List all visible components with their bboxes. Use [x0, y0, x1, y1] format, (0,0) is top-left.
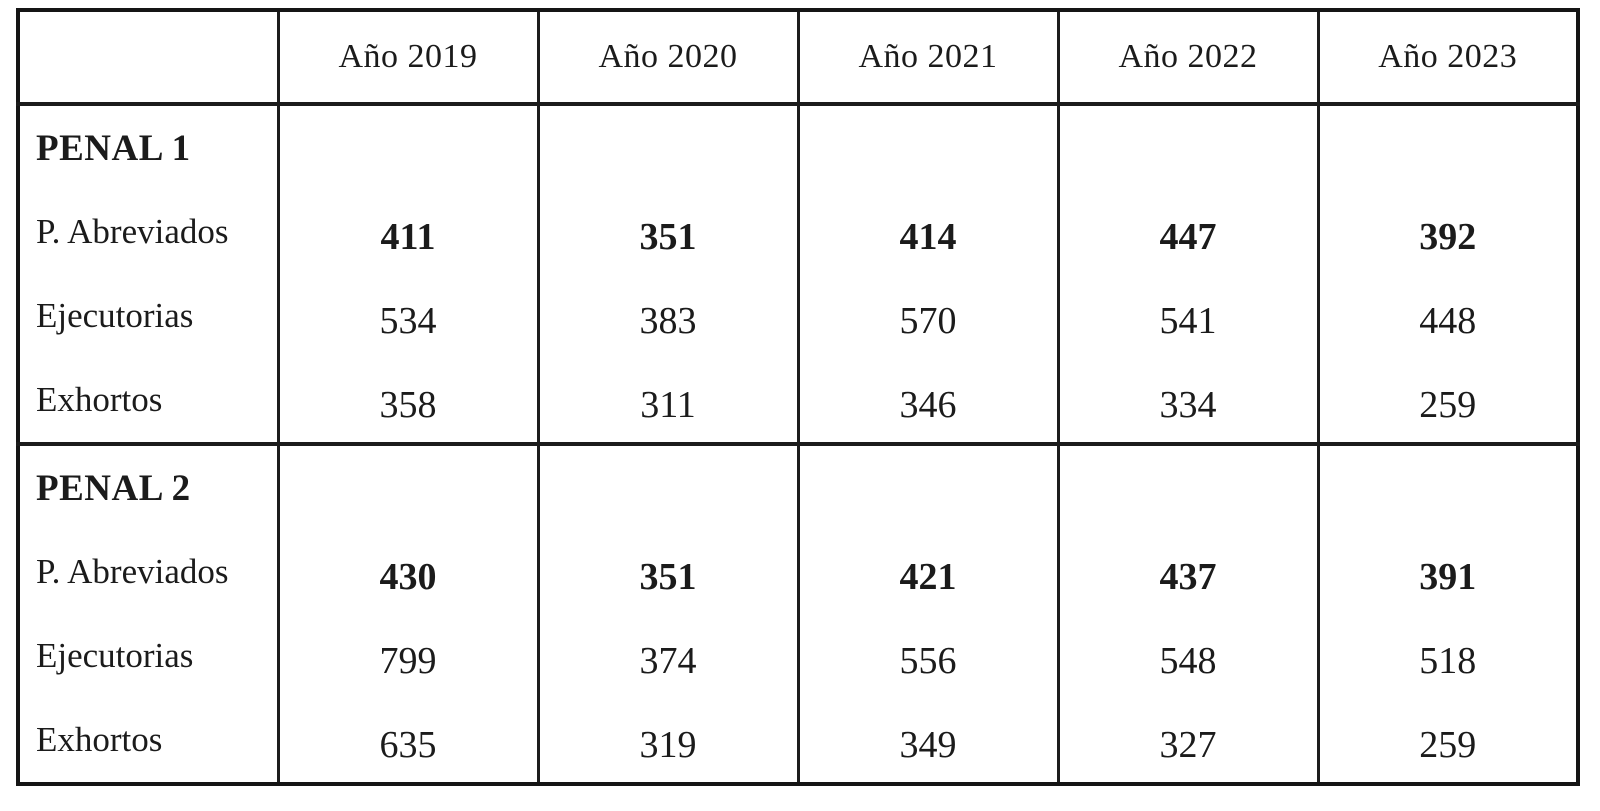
- penal-1-section-row: PENAL 1 P. Abreviados Ejecutorias Exhort…: [16, 102, 1580, 446]
- empty-line: [540, 106, 797, 190]
- value-exhortos-2019: 358: [379, 384, 437, 426]
- value-abreviados-2023: 392: [1419, 216, 1477, 258]
- value-ejecutorias-2022: 541: [1159, 300, 1217, 342]
- penal-1-label-cell: PENAL 1 P. Abreviados Ejecutorias Exhort…: [16, 102, 280, 446]
- empty-line: [1060, 106, 1317, 190]
- penal-1-data-2022: 447 541 334: [1056, 102, 1320, 446]
- table-header-row: Año 2019 Año 2020 Año 2021 Año 2022 Año …: [16, 8, 1580, 106]
- value-ejecutorias-2021: 556: [899, 640, 957, 682]
- value-ejecutorias-2019: 534: [379, 300, 437, 342]
- value-ejecutorias-2020: 383: [639, 300, 697, 342]
- value-abreviados-2019: 411: [380, 216, 436, 258]
- row-label-exhortos: Exhortos: [36, 720, 163, 759]
- value-ejecutorias-2020: 374: [639, 640, 697, 682]
- section-title-penal-1: PENAL 1: [36, 127, 191, 169]
- penal-1-data-2020: 351 383 311: [536, 102, 800, 446]
- empty-line: [800, 446, 1057, 530]
- row-label-abreviados: P. Abreviados: [36, 552, 229, 591]
- empty-line: [540, 446, 797, 530]
- value-abreviados-2023: 391: [1419, 556, 1477, 598]
- empty-line: [1060, 446, 1317, 530]
- penal-1-data-2021: 414 570 346: [796, 102, 1060, 446]
- year-header-2021: Año 2021: [796, 8, 1060, 106]
- value-abreviados-2019: 430: [379, 556, 437, 598]
- value-ejecutorias-2019: 799: [379, 640, 437, 682]
- penal-2-label-cell: PENAL 2 P. Abreviados Ejecutorias Exhort…: [16, 442, 280, 786]
- penal-2-section-row: PENAL 2 P. Abreviados Ejecutorias Exhort…: [16, 442, 1580, 786]
- empty-line: [280, 446, 537, 530]
- value-ejecutorias-2023: 518: [1419, 640, 1477, 682]
- penal-2-data-2019: 430 799 635: [276, 442, 540, 786]
- year-header-2020: Año 2020: [536, 8, 800, 106]
- value-ejecutorias-2022: 548: [1159, 640, 1217, 682]
- value-exhortos-2022: 334: [1159, 384, 1217, 426]
- value-abreviados-2020: 351: [639, 216, 697, 258]
- penal-statistics-table: Año 2019 Año 2020 Año 2021 Año 2022 Año …: [16, 8, 1580, 786]
- empty-line: [1320, 106, 1577, 190]
- row-label-exhortos: Exhortos: [36, 380, 163, 419]
- penal-2-data-2021: 421 556 349: [796, 442, 1060, 786]
- value-abreviados-2020: 351: [639, 556, 697, 598]
- year-header-2022: Año 2022: [1056, 8, 1320, 106]
- penal-1-data-2019: 411 534 358: [276, 102, 540, 446]
- row-label-abreviados: P. Abreviados: [36, 212, 229, 251]
- empty-line: [280, 106, 537, 190]
- empty-line: [800, 106, 1057, 190]
- penal-2-data-2023: 391 518 259: [1316, 442, 1580, 786]
- value-exhortos-2020: 311: [640, 384, 696, 426]
- section-title-penal-2: PENAL 2: [36, 467, 191, 509]
- value-exhortos-2021: 346: [899, 384, 957, 426]
- value-exhortos-2023: 259: [1419, 724, 1477, 766]
- value-abreviados-2021: 414: [899, 216, 957, 258]
- value-ejecutorias-2023: 448: [1419, 300, 1477, 342]
- row-label-ejecutorias: Ejecutorias: [36, 296, 194, 335]
- penal-2-data-2020: 351 374 319: [536, 442, 800, 786]
- value-exhortos-2023: 259: [1419, 384, 1477, 426]
- corner-cell: [16, 8, 280, 106]
- year-header-2019: Año 2019: [276, 8, 540, 106]
- value-abreviados-2022: 447: [1159, 216, 1217, 258]
- penal-1-data-2023: 392 448 259: [1316, 102, 1580, 446]
- value-ejecutorias-2021: 570: [899, 300, 957, 342]
- value-abreviados-2021: 421: [899, 556, 957, 598]
- year-header-2023: Año 2023: [1316, 8, 1580, 106]
- penal-2-data-2022: 437 548 327: [1056, 442, 1320, 786]
- value-exhortos-2020: 319: [639, 724, 697, 766]
- value-abreviados-2022: 437: [1159, 556, 1217, 598]
- value-exhortos-2021: 349: [899, 724, 957, 766]
- row-label-ejecutorias: Ejecutorias: [36, 636, 194, 675]
- value-exhortos-2019: 635: [379, 724, 437, 766]
- value-exhortos-2022: 327: [1159, 724, 1217, 766]
- empty-line: [1320, 446, 1577, 530]
